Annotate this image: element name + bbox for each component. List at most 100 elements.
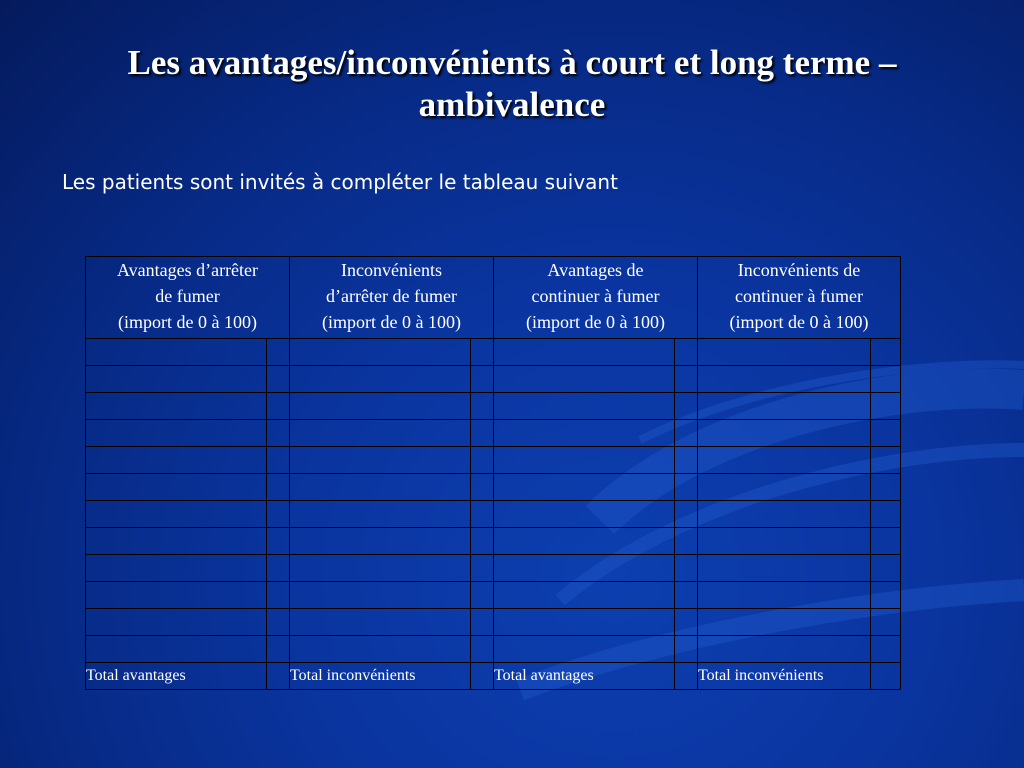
entry-cell[interactable] [289,527,471,555]
entry-cell[interactable] [289,581,471,609]
score-cell[interactable] [266,365,290,393]
entry-cell[interactable] [493,581,675,609]
score-cell[interactable] [266,554,290,582]
score-cell[interactable] [870,635,901,663]
entry-cell[interactable] [493,446,675,474]
score-cell[interactable] [870,419,901,447]
score-cell[interactable] [266,608,290,636]
score-cell[interactable] [870,338,901,366]
entry-cell[interactable] [289,365,471,393]
score-cell[interactable] [674,608,698,636]
entry-cell[interactable] [85,473,267,501]
score-cell[interactable] [870,608,901,636]
score-cell[interactable] [674,635,698,663]
score-cell[interactable] [266,581,290,609]
score-cell[interactable] [674,527,698,555]
entry-cell[interactable] [697,608,871,636]
entry-cell[interactable] [289,338,471,366]
total-value-cell[interactable] [266,662,290,690]
entry-cell[interactable] [85,635,267,663]
score-cell[interactable] [674,500,698,528]
score-cell[interactable] [870,581,901,609]
score-cell[interactable] [870,365,901,393]
entry-cell[interactable] [493,473,675,501]
score-cell[interactable] [674,581,698,609]
score-cell[interactable] [674,473,698,501]
entry-cell[interactable] [697,527,871,555]
entry-cell[interactable] [289,608,471,636]
total-value-cell[interactable] [674,662,698,690]
entry-cell[interactable] [493,419,675,447]
total-value-cell[interactable] [470,662,494,690]
entry-cell[interactable] [493,500,675,528]
score-cell[interactable] [470,500,494,528]
score-cell[interactable] [266,527,290,555]
score-cell[interactable] [870,500,901,528]
score-cell[interactable] [470,419,494,447]
score-cell[interactable] [674,419,698,447]
score-cell[interactable] [470,392,494,420]
entry-cell[interactable] [85,446,267,474]
score-cell[interactable] [470,338,494,366]
score-cell[interactable] [870,446,901,474]
score-cell[interactable] [674,392,698,420]
entry-cell[interactable] [85,581,267,609]
score-cell[interactable] [870,473,901,501]
score-cell[interactable] [266,473,290,501]
entry-cell[interactable] [85,500,267,528]
entry-cell[interactable] [289,635,471,663]
score-cell[interactable] [266,419,290,447]
score-cell[interactable] [470,365,494,393]
entry-cell[interactable] [85,392,267,420]
entry-cell[interactable] [289,554,471,582]
entry-cell[interactable] [85,608,267,636]
entry-cell[interactable] [289,446,471,474]
score-cell[interactable] [470,554,494,582]
score-cell[interactable] [470,446,494,474]
score-cell[interactable] [870,554,901,582]
score-cell[interactable] [266,446,290,474]
entry-cell[interactable] [493,392,675,420]
score-cell[interactable] [870,392,901,420]
entry-cell[interactable] [85,365,267,393]
score-cell[interactable] [470,635,494,663]
entry-cell[interactable] [289,392,471,420]
entry-cell[interactable] [493,608,675,636]
entry-cell[interactable] [493,635,675,663]
entry-cell[interactable] [697,581,871,609]
entry-cell[interactable] [289,473,471,501]
entry-cell[interactable] [697,500,871,528]
entry-cell[interactable] [85,419,267,447]
entry-cell[interactable] [697,365,871,393]
score-cell[interactable] [674,554,698,582]
entry-cell[interactable] [493,338,675,366]
score-cell[interactable] [674,365,698,393]
score-cell[interactable] [470,608,494,636]
total-value-cell[interactable] [870,662,901,690]
score-cell[interactable] [674,338,698,366]
score-cell[interactable] [266,392,290,420]
score-cell[interactable] [470,527,494,555]
entry-cell[interactable] [697,419,871,447]
entry-cell[interactable] [697,338,871,366]
entry-cell[interactable] [493,527,675,555]
score-cell[interactable] [266,635,290,663]
score-cell[interactable] [674,446,698,474]
entry-cell[interactable] [493,554,675,582]
entry-cell[interactable] [85,338,267,366]
entry-cell[interactable] [697,446,871,474]
score-cell[interactable] [470,581,494,609]
score-cell[interactable] [266,338,290,366]
entry-cell[interactable] [289,419,471,447]
entry-cell[interactable] [493,365,675,393]
entry-cell[interactable] [85,527,267,555]
entry-cell[interactable] [697,635,871,663]
score-cell[interactable] [870,527,901,555]
entry-cell[interactable] [697,392,871,420]
score-cell[interactable] [470,473,494,501]
entry-cell[interactable] [289,500,471,528]
entry-cell[interactable] [697,554,871,582]
entry-cell[interactable] [697,473,871,501]
score-cell[interactable] [266,500,290,528]
entry-cell[interactable] [85,554,267,582]
